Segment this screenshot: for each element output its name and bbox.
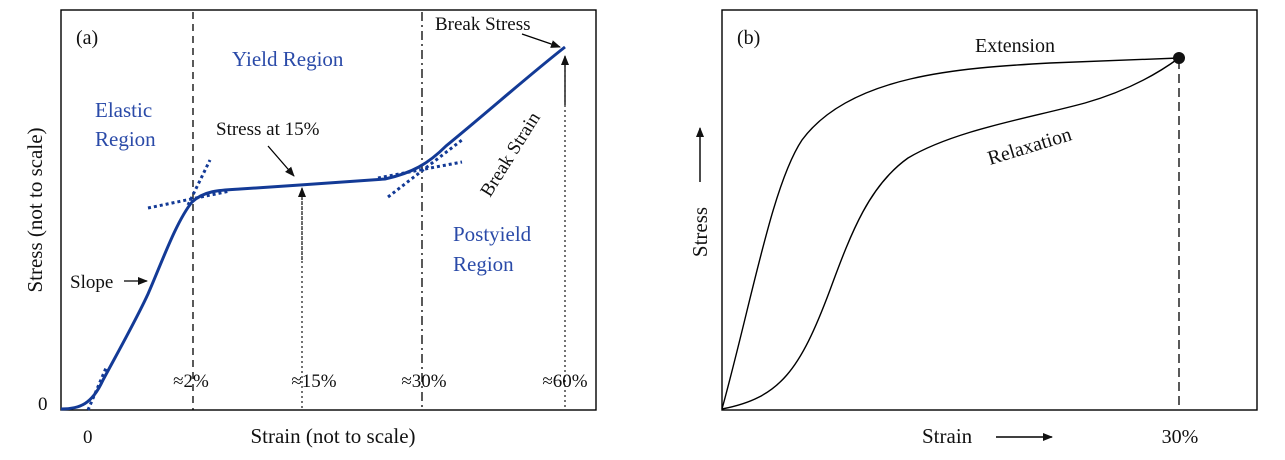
- extension-label: Extension: [975, 35, 1055, 57]
- panel-a: (a) Elastic Region Yield Region Postyiel…: [23, 9, 597, 448]
- stress-at-15-pointer-arrow: [267, 145, 295, 177]
- postyield-region-label-2: Region: [453, 252, 514, 276]
- break-stress-pointer-arrow: [521, 33, 561, 48]
- extension-curve: [721, 57, 1180, 410]
- panel-a-origin-y: 0: [38, 394, 48, 415]
- panel-a-y-axis-label: Stress (not to scale): [23, 127, 47, 292]
- relaxation-curve: [721, 57, 1180, 410]
- tangent-yield-left: [147, 189, 231, 210]
- panel-a-frame: [60, 9, 597, 411]
- stress-at-15-label: Stress at 15%: [216, 119, 320, 140]
- tangent-yield-right: [387, 138, 463, 199]
- strain-mark-15pct: ≈15%: [291, 371, 336, 392]
- tangent-postyield: [377, 160, 463, 180]
- strain-mark-30pct: ≈30%: [401, 371, 446, 392]
- panel-b-tag: (b): [737, 27, 760, 49]
- panel-b-frame: [721, 9, 1258, 411]
- panel-b-x-axis-label: Strain: [922, 424, 973, 448]
- end-point-marker: [1173, 52, 1185, 64]
- panel-a-x-axis-label: Strain (not to scale): [250, 424, 415, 448]
- elastic-region-label-2: Region: [95, 127, 156, 151]
- panel-b-y-axis-label: Stress: [688, 207, 712, 257]
- panel-b: (b) Extension Relaxation Stress Strain 3…: [688, 9, 1258, 448]
- relaxation-label: Relaxation: [985, 123, 1074, 169]
- strain-mark-2pct: ≈2%: [173, 371, 209, 392]
- elastic-region-label-1: Elastic: [95, 98, 152, 122]
- yield-region-label: Yield Region: [232, 47, 344, 71]
- slope-label: Slope: [70, 272, 113, 293]
- strain-mark-60pct: ≈60%: [542, 371, 587, 392]
- postyield-region-label-1: Postyield: [453, 222, 532, 246]
- end-strain-label: 30%: [1162, 426, 1199, 448]
- panel-a-tag: (a): [76, 27, 98, 49]
- tangent-initial: [86, 367, 108, 411]
- break-stress-label: Break Stress: [435, 14, 531, 35]
- stress-strain-curve: [60, 45, 566, 411]
- break-strain-label: Break Strain: [476, 108, 545, 201]
- panel-a-origin-x: 0: [83, 427, 93, 448]
